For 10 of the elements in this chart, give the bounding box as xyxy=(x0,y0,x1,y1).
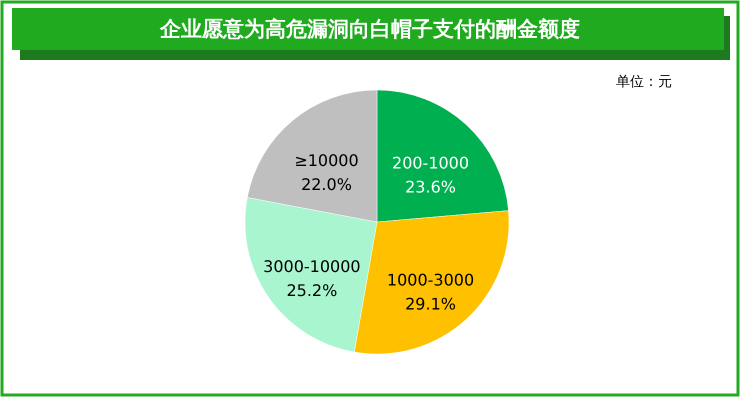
data-label: 22.0% xyxy=(301,175,352,194)
slice-label: 3000-10000 xyxy=(263,257,361,276)
data-label: 29.1% xyxy=(405,294,456,314)
data-label: 25.2% xyxy=(286,281,338,300)
slice-label: ≥10000 xyxy=(294,151,359,170)
data-label: 23.6% xyxy=(405,178,456,197)
chart-title: 企业愿意为高危漏洞向白帽子支付的酬金额度 xyxy=(159,17,580,41)
text: 单位：元 xyxy=(616,74,672,90)
slice-label: 200-1000 xyxy=(392,154,470,173)
slice-label: 1000-3000 xyxy=(386,270,474,290)
